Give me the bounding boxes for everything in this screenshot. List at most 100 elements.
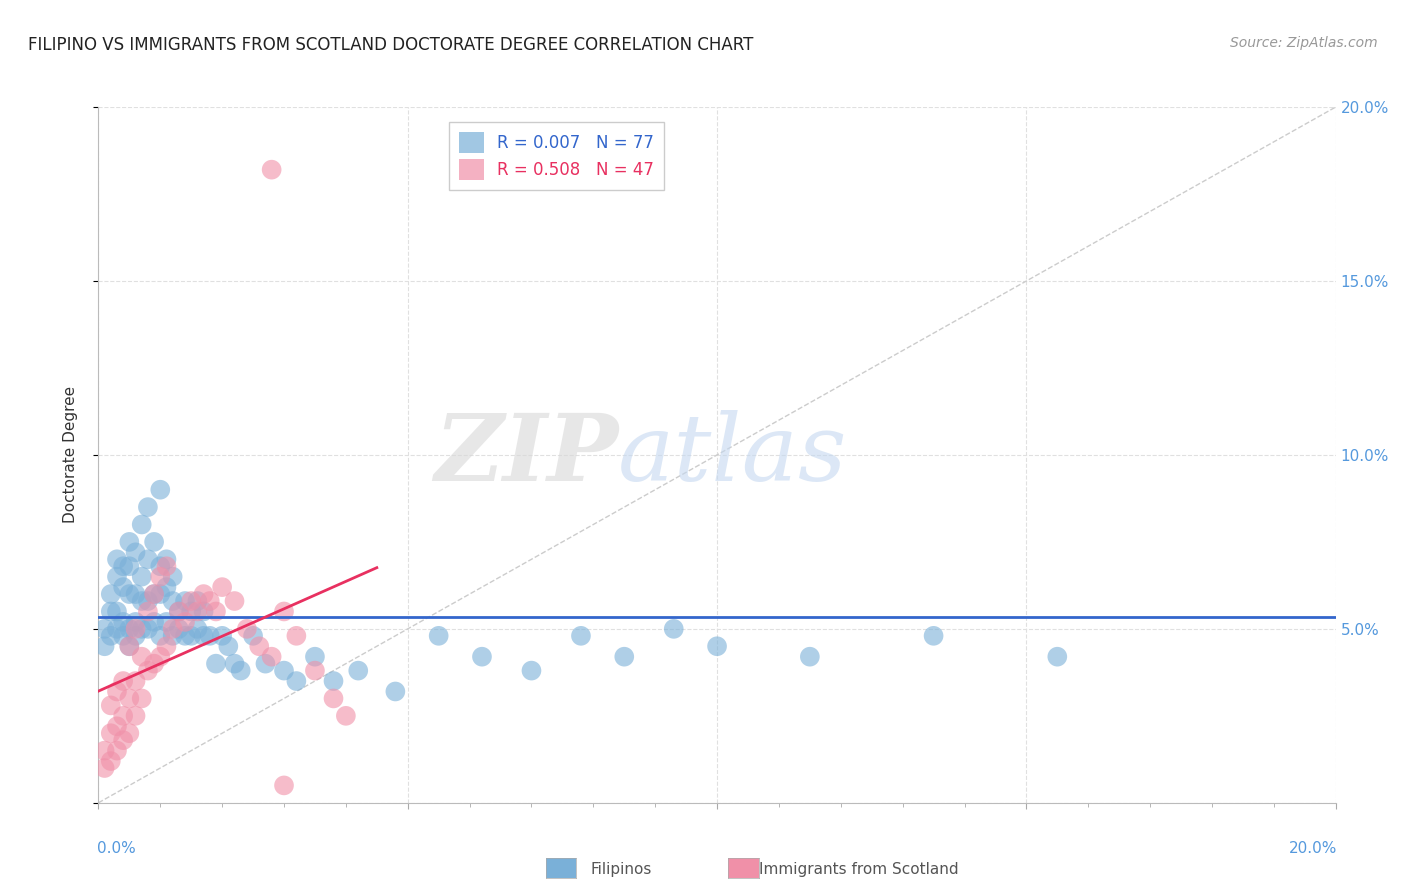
Point [93,761,115,775]
Point [186,622,208,636]
Point [124,674,146,689]
Point [1046,649,1069,664]
Point [205,605,228,619]
Point [118,639,141,653]
Text: ZIP: ZIP [434,410,619,500]
Point [124,615,146,629]
Point [167,605,190,619]
Point [100,726,122,740]
Text: 20.0%: 20.0% [1288,841,1337,856]
Point [105,552,128,566]
Point [100,605,122,619]
Point [105,605,128,619]
Point [118,587,141,601]
Point [322,691,344,706]
Point [136,622,159,636]
Point [162,570,184,584]
Point [427,629,450,643]
Point [162,594,184,608]
Point [136,594,159,608]
Point [260,649,283,664]
Point [217,639,239,653]
Text: Source: ZipAtlas.com: Source: ZipAtlas.com [1230,36,1378,50]
Point [131,594,153,608]
Point [174,629,197,643]
Point [105,684,128,698]
Point [131,691,153,706]
Point [273,664,295,678]
Point [124,545,146,559]
Point [520,664,543,678]
Point [193,605,215,619]
Point [118,691,141,706]
Point [155,580,177,594]
Point [242,629,264,643]
Point [149,570,172,584]
Point [118,639,141,653]
Point [706,639,728,653]
Point [254,657,277,671]
Point [143,657,166,671]
Point [100,698,122,713]
Text: 0.0%: 0.0% [97,841,136,856]
Point [143,615,166,629]
Point [304,664,326,678]
Legend: R = 0.007   N = 77, R = 0.508   N = 47: R = 0.007 N = 77, R = 0.508 N = 47 [449,122,664,190]
Point [471,649,494,664]
Point [285,629,308,643]
Point [93,622,115,636]
Text: FILIPINO VS IMMIGRANTS FROM SCOTLAND DOCTORATE DEGREE CORRELATION CHART: FILIPINO VS IMMIGRANTS FROM SCOTLAND DOC… [28,36,754,54]
Point [136,500,159,514]
Point [143,534,166,549]
Point [149,483,172,497]
Point [143,587,166,601]
Point [155,559,177,574]
Point [236,622,259,636]
Text: Filipinos: Filipinos [591,863,652,877]
Point [105,570,128,584]
Point [186,605,208,619]
Point [112,733,135,747]
Text: atlas: atlas [619,410,848,500]
Point [662,622,685,636]
Point [100,754,122,768]
Point [193,587,215,601]
Point [105,622,128,636]
Point [112,674,135,689]
Point [384,684,406,698]
Point [322,674,344,689]
Point [180,594,202,608]
Point [149,559,172,574]
Point [922,629,945,643]
Point [131,649,153,664]
Point [105,719,128,733]
Text: Immigrants from Scotland: Immigrants from Scotland [759,863,959,877]
Point [124,622,146,636]
Point [136,552,159,566]
Point [100,587,122,601]
Point [162,629,184,643]
Point [247,639,270,653]
Point [569,629,592,643]
Point [198,594,221,608]
Point [112,559,135,574]
Point [224,594,246,608]
Point [211,580,233,594]
Point [136,605,159,619]
Point [93,744,115,758]
Point [162,622,184,636]
Point [149,649,172,664]
Point [118,559,141,574]
Point [224,657,246,671]
Point [112,580,135,594]
Point [304,649,326,664]
Point [149,587,172,601]
Point [198,629,221,643]
Point [186,594,208,608]
Point [131,517,153,532]
Point [167,622,190,636]
Point [105,744,128,758]
Point [613,649,636,664]
Point [174,594,197,608]
Point [285,674,308,689]
